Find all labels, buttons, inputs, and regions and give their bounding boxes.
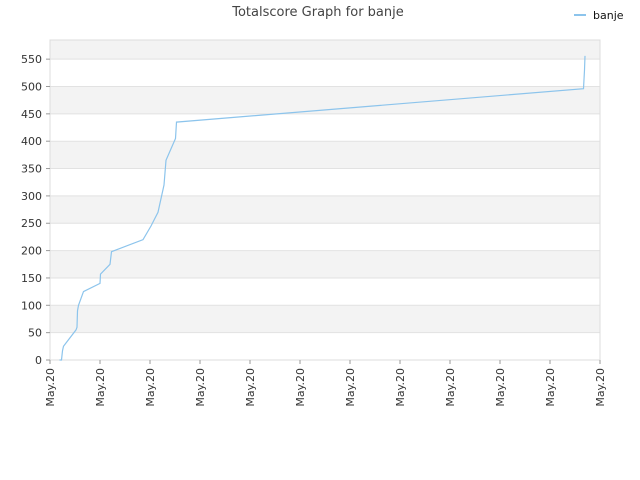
plot-band (50, 40, 600, 60)
x-tick-label: May.20 (494, 368, 507, 407)
plot-band (50, 223, 600, 251)
x-tick-label: May.20 (594, 368, 607, 407)
x-tick-label: May.20 (544, 368, 557, 407)
y-tick-label: 0 (35, 354, 42, 367)
plot-background (50, 40, 600, 360)
legend-label-banje: banje (593, 9, 624, 22)
plot-band (50, 250, 600, 278)
x-tick-label: May.20 (394, 368, 407, 407)
legend: banje (574, 9, 624, 22)
x-tick-label: May.20 (44, 368, 57, 407)
plot-band (50, 86, 600, 114)
x-tick-label: May.20 (444, 368, 457, 407)
y-tick-label: 350 (21, 163, 42, 176)
plot-border (49, 39, 601, 361)
y-tick-label: 200 (21, 245, 42, 258)
y-gridlines (49, 39, 601, 361)
plot-band (50, 168, 600, 196)
y-tick-label: 550 (21, 53, 42, 66)
plot-band (50, 305, 600, 333)
plot-band (50, 113, 600, 142)
chart-title: Totalscore Graph for banje (231, 5, 404, 20)
plot-band (50, 141, 600, 169)
x-tick-label: May.20 (244, 368, 257, 407)
x-axis: May.20 May.20 May.20 May.20 May.20 May.20 May.… (44, 360, 607, 407)
y-tick-label: 150 (21, 272, 42, 285)
y-tick-label: 500 (21, 80, 42, 93)
x-tick-label: May.20 (194, 368, 207, 407)
y-axis: 0 50 100 150 200 250 300 350 400 450 500 550 (21, 53, 50, 367)
y-tick-label: 400 (21, 135, 42, 148)
plot-band (50, 59, 600, 87)
x-tick-label: May.20 (144, 368, 157, 407)
plot-band (50, 195, 600, 224)
y-tick-label: 50 (28, 327, 42, 340)
series-lines (59, 55, 586, 361)
y-tick-label: 300 (21, 190, 42, 203)
y-tick-label: 250 (21, 217, 42, 230)
y-tick-label: 100 (21, 299, 42, 312)
y-tick-label: 450 (21, 108, 42, 121)
x-tick-label: May.20 (344, 368, 357, 407)
x-tick-label: May.20 (94, 368, 107, 407)
plot-band (50, 277, 600, 306)
x-tick-label: May.20 (294, 368, 307, 407)
plot-band (50, 332, 600, 360)
series-line-banje (59, 55, 586, 361)
